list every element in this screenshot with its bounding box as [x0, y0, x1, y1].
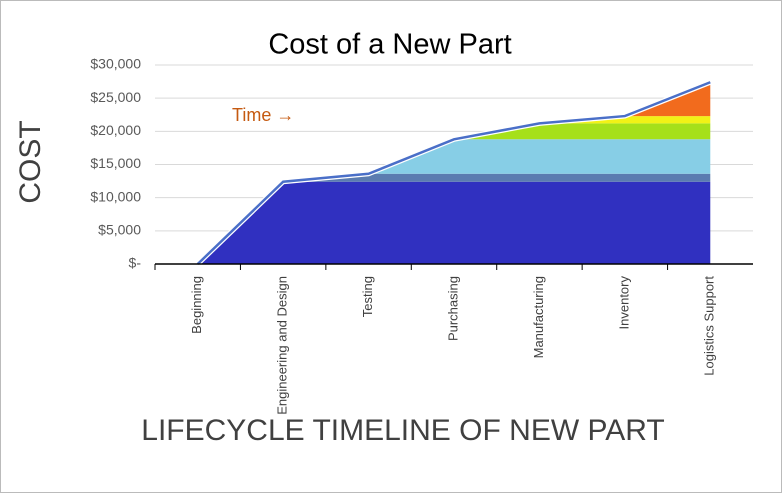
- x-tick-label: Manufacturing: [531, 276, 546, 358]
- y-tick-label: $5,000: [98, 222, 141, 238]
- x-tick-label: Testing: [360, 276, 375, 317]
- x-tick-label: Inventory: [616, 276, 631, 330]
- y-tick-label: $10,000: [90, 188, 141, 204]
- annotation: Time →: [232, 105, 294, 125]
- y-axis-label: COST: [14, 120, 47, 203]
- x-tick-label: Purchasing: [445, 276, 460, 341]
- y-tick-label: $-: [129, 255, 142, 271]
- y-tick-label: $25,000: [90, 89, 141, 105]
- x-tick-label: Engineering and Design: [275, 276, 290, 415]
- chart-title: Cost of a New Part: [268, 29, 511, 61]
- y-tick-label: $15,000: [90, 155, 141, 171]
- x-tick-label: Logistics Support: [702, 276, 717, 376]
- x-axis-label: LIFECYCLE TIMELINE OF NEW PART: [141, 414, 664, 447]
- y-tick-label: $20,000: [90, 122, 141, 138]
- total-line: [196, 81, 711, 265]
- x-tick-label: Beginning: [189, 276, 204, 334]
- y-tick-label: $30,000: [90, 56, 141, 72]
- area: [197, 139, 711, 264]
- area: [197, 123, 711, 264]
- area: [197, 181, 711, 264]
